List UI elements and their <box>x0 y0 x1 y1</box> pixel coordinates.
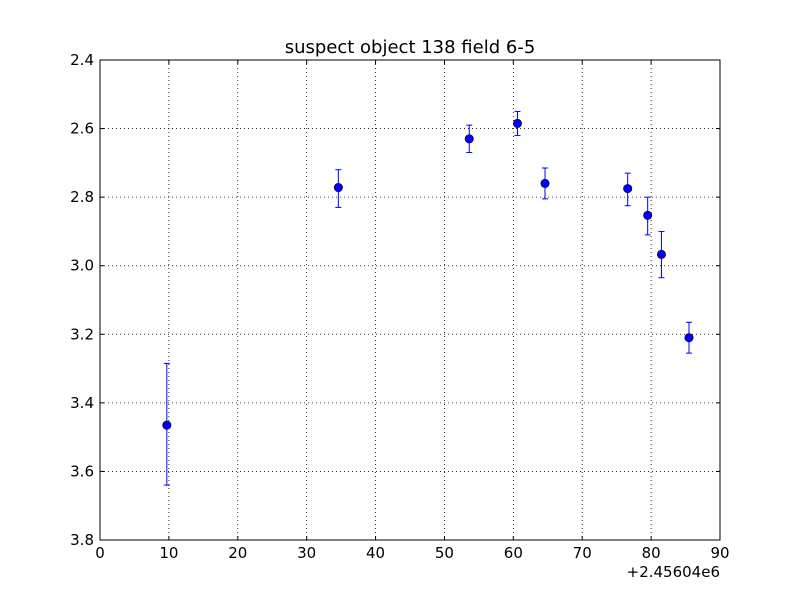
data-points <box>162 118 694 430</box>
data-point <box>540 178 550 188</box>
y-tick-labels: 2.4 2.6 2.8 3.0 3.2 3.4 3.6 3.8 <box>70 51 94 549</box>
x-tick-label: 40 <box>366 544 385 562</box>
data-point <box>656 249 666 259</box>
x-axis-offset-label: +2.45604e6 <box>627 563 720 581</box>
x-tick-label: 80 <box>642 544 661 562</box>
x-tick-label: 30 <box>297 544 316 562</box>
x-tick-label: 0 <box>95 544 105 562</box>
y-tick-label: 3.8 <box>70 531 94 549</box>
data-point <box>684 333 694 343</box>
data-point <box>623 184 633 194</box>
data-point <box>464 134 474 144</box>
axis-ticks <box>99 59 721 541</box>
grid-lines <box>100 60 720 540</box>
data-point <box>333 183 343 193</box>
x-tick-label: 70 <box>573 544 592 562</box>
x-tick-label: 60 <box>504 544 523 562</box>
y-tick-label: 2.8 <box>70 188 94 206</box>
data-point <box>643 210 653 220</box>
x-tick-labels: 0 10 20 30 40 50 60 70 80 90 <box>95 544 729 562</box>
plot-frame <box>99 59 721 541</box>
y-tick-label: 3.4 <box>70 394 94 412</box>
data-point <box>162 420 172 430</box>
y-tick-label: 3.0 <box>70 257 94 275</box>
y-tick-label: 2.4 <box>70 51 94 69</box>
x-tick-label: 10 <box>159 544 178 562</box>
x-tick-label: 20 <box>228 544 247 562</box>
chart-title: suspect object 138 field 6-5 <box>285 37 536 58</box>
y-tick-label: 3.6 <box>70 462 94 480</box>
x-tick-label: 50 <box>435 544 454 562</box>
data-point <box>512 118 522 128</box>
x-tick-label: 90 <box>710 544 729 562</box>
y-tick-label: 3.2 <box>70 325 94 343</box>
y-tick-label: 2.6 <box>70 120 94 138</box>
